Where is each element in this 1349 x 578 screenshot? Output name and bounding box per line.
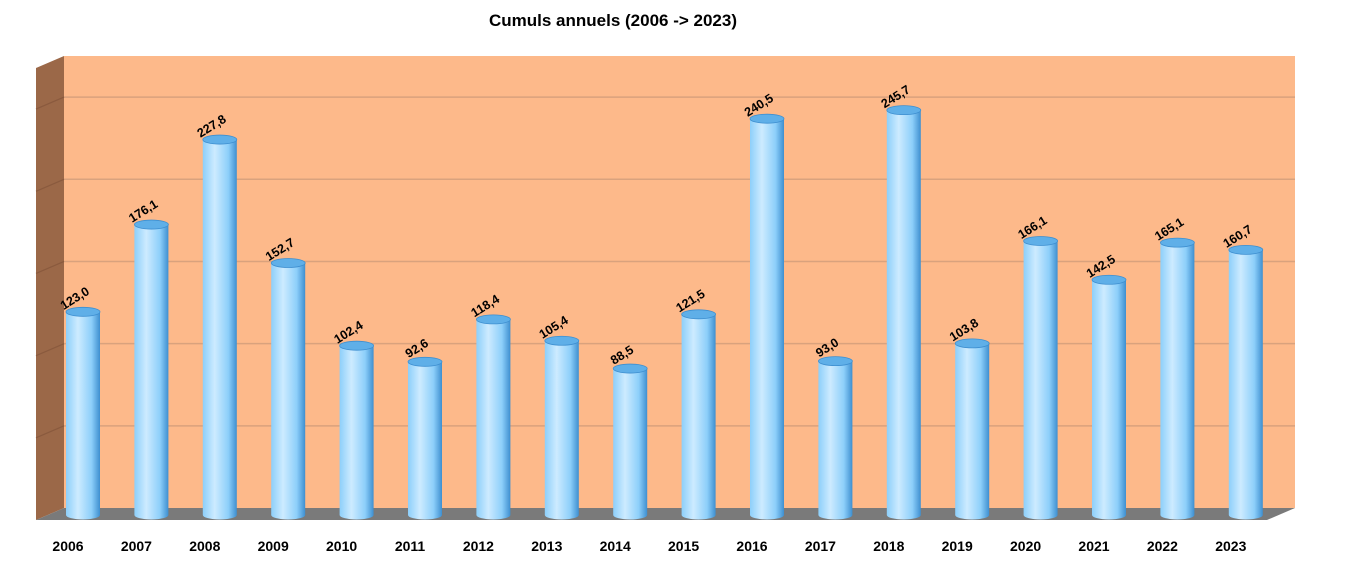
bar <box>65 306 101 520</box>
bar <box>1228 244 1264 520</box>
bar <box>1091 274 1127 520</box>
x-tick-label: 2012 <box>463 538 494 554</box>
bar-body <box>1228 249 1263 520</box>
x-tick-label: 2018 <box>873 538 904 554</box>
bar <box>818 356 853 520</box>
bar-body <box>271 263 306 520</box>
bar <box>270 258 306 520</box>
bar-top <box>954 338 990 349</box>
side-gridline <box>35 343 65 357</box>
bar-body <box>66 311 100 520</box>
bar-top <box>1023 236 1058 246</box>
bar-top <box>1160 237 1195 248</box>
bar-body <box>202 139 237 520</box>
bar <box>407 356 443 520</box>
x-tick-label: 2008 <box>189 538 220 554</box>
bar <box>339 340 375 520</box>
bar <box>202 134 238 520</box>
x-tick-label: 2014 <box>600 538 631 554</box>
bar-body <box>476 319 511 520</box>
bar-top <box>407 356 443 367</box>
x-tick-label: 2013 <box>531 538 562 554</box>
side-gridline <box>35 260 65 275</box>
bar-body <box>1092 279 1126 520</box>
chart-title: Cumuls annuels (2006 -> 2023) <box>488 11 738 30</box>
bar <box>886 105 922 520</box>
bar-top <box>65 306 101 317</box>
bar <box>475 314 511 520</box>
bar-body <box>886 110 921 520</box>
bar-top <box>612 363 648 374</box>
x-tick-label: 2021 <box>1078 538 1109 554</box>
bar-body <box>681 314 716 520</box>
x-tick-label: 2020 <box>1010 538 1041 554</box>
bar-body <box>408 361 442 520</box>
x-tick-label: 2023 <box>1215 538 1246 554</box>
x-tick-label: 2009 <box>258 538 289 554</box>
x-tick-label: 2007 <box>121 538 152 554</box>
x-tick-label: 2015 <box>668 538 699 554</box>
x-tick-label: 2022 <box>1147 538 1178 554</box>
bar-top <box>886 105 922 116</box>
bar <box>681 309 716 520</box>
side-gridline <box>35 425 65 439</box>
bar-body <box>955 343 990 520</box>
x-tick-label: 2006 <box>52 538 83 554</box>
bar-top <box>339 340 375 351</box>
side-gridline <box>35 96 65 110</box>
bar <box>1023 236 1058 520</box>
bar-top <box>681 309 716 320</box>
side-wall <box>36 56 64 520</box>
bar-body <box>134 224 169 520</box>
x-tick-label: 2010 <box>326 538 357 554</box>
side-gridline <box>35 178 65 192</box>
bar <box>133 219 169 520</box>
bar-top <box>818 356 853 367</box>
x-tick-label: 2011 <box>395 538 426 554</box>
bar <box>544 335 580 520</box>
bar-body <box>750 118 784 520</box>
bar-body <box>1160 242 1195 520</box>
x-tick-label: 2019 <box>942 538 973 554</box>
bar <box>749 113 785 520</box>
plot-background <box>64 56 1295 508</box>
bar-body <box>613 368 648 520</box>
x-tick-label: 2016 <box>736 538 767 554</box>
bar-top <box>202 134 238 145</box>
bar-top <box>475 314 511 325</box>
bar-body <box>544 340 579 520</box>
bar-top <box>270 258 306 268</box>
x-tick-label: 2017 <box>805 538 836 554</box>
bar <box>1160 237 1195 520</box>
bar-top <box>749 113 785 124</box>
bar-body <box>339 345 374 520</box>
bar-body <box>1023 240 1058 520</box>
bar-top <box>1228 244 1264 255</box>
bar-top <box>1091 274 1127 285</box>
bar <box>612 363 648 520</box>
bar-body <box>818 361 853 520</box>
bar-top <box>544 335 580 346</box>
bar-top <box>133 219 169 230</box>
bar <box>954 338 990 520</box>
